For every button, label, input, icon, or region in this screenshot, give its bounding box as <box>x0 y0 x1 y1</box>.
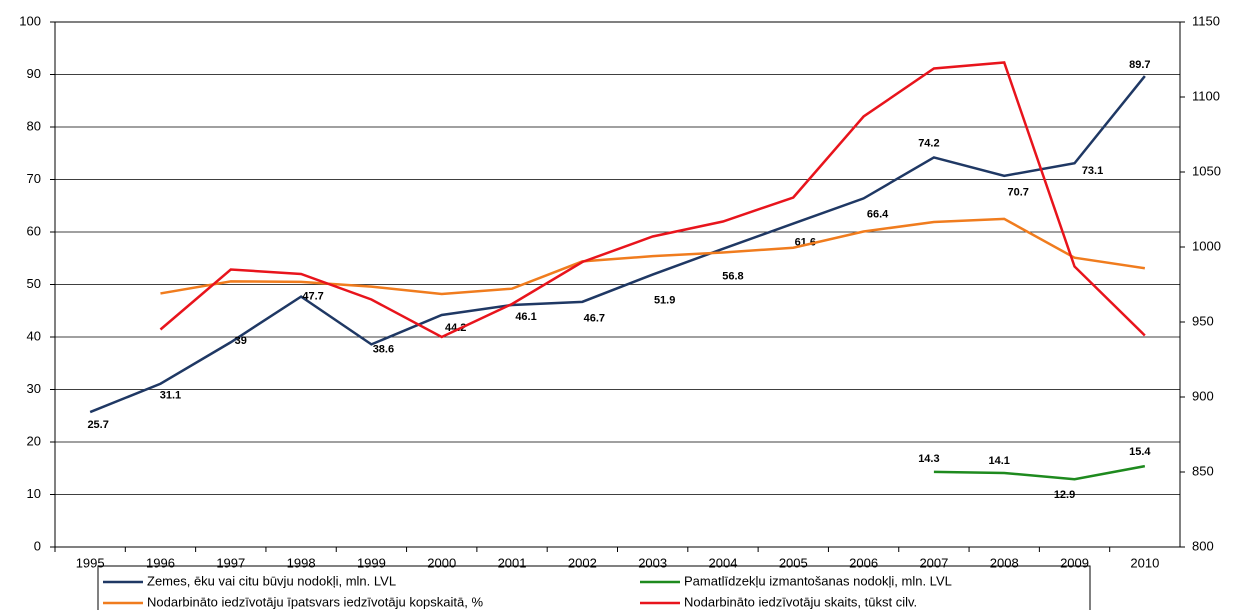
y-tick-label: 20 <box>27 433 41 448</box>
x-tick-label: 2007 <box>919 555 948 570</box>
data-label: 74.2 <box>918 137 939 149</box>
y-tick-label: 30 <box>27 381 41 396</box>
x-tick-label: 2000 <box>427 555 456 570</box>
legend-label: Zemes, ēku vai citu būvju nodokļi, mln. … <box>147 573 396 588</box>
data-label: 89.7 <box>1129 59 1150 71</box>
x-tick-label: 2010 <box>1130 555 1159 570</box>
y2-tick-label: 950 <box>1192 313 1214 328</box>
y2-tick-label: 800 <box>1192 538 1214 553</box>
series-line <box>160 217 1146 296</box>
y-tick-label: 90 <box>27 66 41 81</box>
legend-label: Nodarbināto iedzīvotāju skaits, tūkst ci… <box>684 594 917 609</box>
y-tick-label: 0 <box>34 538 41 553</box>
y-tick-label: 50 <box>27 276 41 291</box>
x-tick-label: 2003 <box>638 555 667 570</box>
legend-box <box>97 565 1091 610</box>
data-label: 46.7 <box>584 313 605 325</box>
x-tick-label: 1998 <box>287 555 316 570</box>
data-label: 70.7 <box>1008 187 1029 199</box>
data-label: 31.1 <box>160 390 181 402</box>
data-label: 14.1 <box>989 455 1010 467</box>
legend-label: Nodarbināto iedzīvotāju īpatsvars iedzīv… <box>147 594 483 609</box>
x-tick-label: 2002 <box>568 555 597 570</box>
data-label: 51.9 <box>654 294 675 306</box>
y-tick-label: 100 <box>19 13 41 28</box>
data-label: 25.7 <box>87 419 108 431</box>
data-label: 39 <box>235 335 247 347</box>
data-label: 56.8 <box>722 271 743 283</box>
y-tick-label: 10 <box>27 486 41 501</box>
x-tick-label: 1999 <box>357 555 386 570</box>
x-tick-label: 2005 <box>779 555 808 570</box>
y2-tick-label: 1100 <box>1192 88 1220 103</box>
y2-tick-label: 900 <box>1192 388 1214 403</box>
y-tick-label: 70 <box>27 171 41 186</box>
x-tick-label: 2008 <box>990 555 1019 570</box>
x-tick-label: 2006 <box>849 555 878 570</box>
y2-tick-label: 1000 <box>1192 238 1221 253</box>
legend-label: Pamatlīdzekļu izmantošanas nodokļi, mln.… <box>684 573 952 588</box>
x-tick-label: 1996 <box>146 555 175 570</box>
x-tick-label: 1997 <box>216 555 245 570</box>
series-line <box>933 464 1146 481</box>
y2-tick-label: 850 <box>1192 463 1214 478</box>
data-label: 46.1 <box>515 311 536 323</box>
y-tick-label: 40 <box>27 328 41 343</box>
y2-tick-label: 1150 <box>1192 13 1220 28</box>
y-tick-label: 60 <box>27 223 41 238</box>
data-label: 38.6 <box>373 343 394 355</box>
data-label: 73.1 <box>1082 165 1103 177</box>
y2-tick-label: 1050 <box>1192 163 1221 178</box>
data-label: 66.4 <box>867 208 889 220</box>
data-label: 12.9 <box>1054 489 1075 501</box>
x-tick-label: 1995 <box>76 555 105 570</box>
data-label: 47.7 <box>302 290 323 302</box>
series-line <box>89 75 1146 414</box>
x-tick-label: 2004 <box>709 555 738 570</box>
series-line <box>159 61 1146 339</box>
x-tick-label: 2001 <box>498 555 527 570</box>
data-label: 14.3 <box>918 453 939 465</box>
data-label: 44.2 <box>445 322 466 334</box>
x-tick-label: 2009 <box>1060 555 1089 570</box>
data-label: 15.4 <box>1129 446 1151 458</box>
y-tick-label: 80 <box>27 118 41 133</box>
